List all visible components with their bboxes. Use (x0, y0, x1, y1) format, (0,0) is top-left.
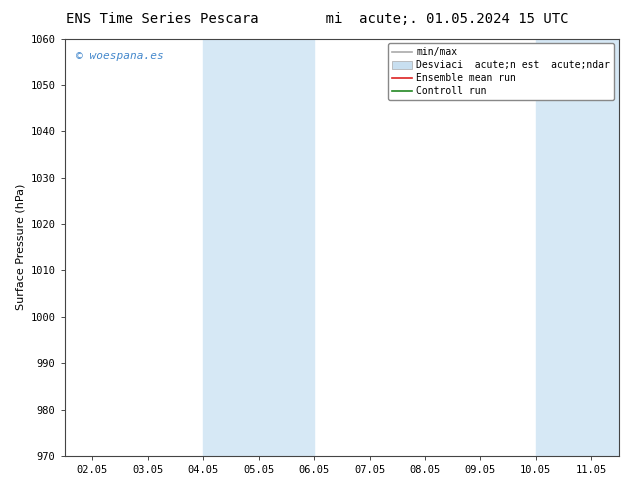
Bar (203, 39, 314, 456)
Text: ENS Time Series Pescara        mi  acute;. 01.05.2024 15 UTC: ENS Time Series Pescara mi acute;. 01.05… (66, 12, 568, 26)
Text: © woespana.es: © woespana.es (75, 51, 164, 61)
Y-axis label: Surface Pressure (hPa): Surface Pressure (hPa) (15, 184, 25, 311)
Legend: min/max, Desviaci  acute;n est  acute;ndar, Ensemble mean run, Controll run: min/max, Desviaci acute;n est acute;ndar… (388, 44, 614, 100)
Bar (536, 39, 619, 456)
